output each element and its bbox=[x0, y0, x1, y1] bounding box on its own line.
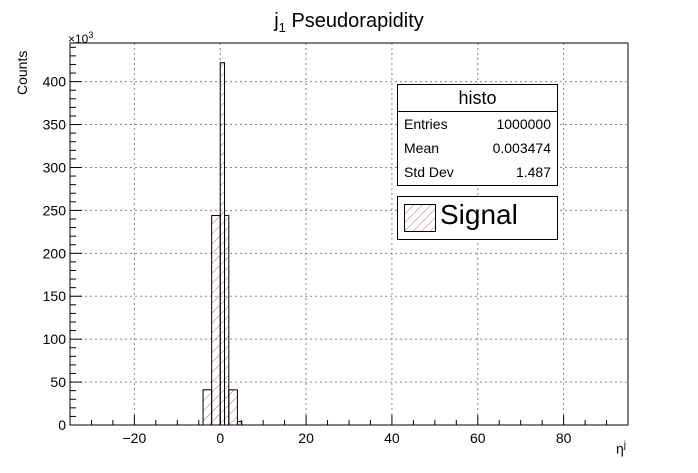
stats-row-stddev: Std Dev 1.487 bbox=[404, 164, 551, 180]
y-tick-label: 400 bbox=[43, 74, 67, 90]
stats-row-entries: Entries 1000000 bbox=[404, 116, 551, 132]
y-multiplier: ×103 bbox=[68, 30, 94, 46]
y-tick-label: 350 bbox=[43, 117, 67, 133]
stats-row-mean: Mean 0.003474 bbox=[404, 140, 551, 156]
legend: Signal bbox=[397, 196, 558, 240]
y-tick-label: 100 bbox=[43, 331, 67, 347]
y-tick-label: 200 bbox=[43, 245, 67, 261]
histogram-bar bbox=[219, 62, 226, 426]
x-tick-label: 60 bbox=[470, 430, 486, 446]
y-tick-label: 300 bbox=[43, 159, 67, 175]
y-tick-label: 250 bbox=[43, 202, 67, 218]
x-tick-label: 40 bbox=[384, 430, 400, 446]
x-tick-label: 0 bbox=[216, 430, 224, 446]
y-tick-label: 50 bbox=[50, 374, 66, 390]
chart-title: j1 Pseudorapidity bbox=[274, 10, 424, 35]
x-axis-label: ηj bbox=[615, 440, 626, 457]
histogram-bar bbox=[202, 389, 213, 426]
x-tick-label: −20 bbox=[123, 430, 147, 446]
histogram-bar bbox=[228, 389, 238, 426]
legend-label: Signal bbox=[440, 199, 518, 230]
stats-title: histo bbox=[398, 85, 557, 112]
y-axis-label: Counts bbox=[14, 50, 30, 95]
y-tick-label: 150 bbox=[43, 288, 67, 304]
histogram-bar bbox=[236, 421, 243, 426]
legend-swatch bbox=[404, 204, 436, 232]
x-tick-label: 80 bbox=[556, 430, 572, 446]
y-tick-label: 0 bbox=[58, 417, 66, 433]
histogram-bar bbox=[224, 215, 230, 426]
x-tick-label: 20 bbox=[298, 430, 314, 446]
stats-box: histo Entries 1000000 Mean 0.003474 Std De… bbox=[397, 84, 558, 186]
histogram-bar bbox=[211, 215, 221, 426]
